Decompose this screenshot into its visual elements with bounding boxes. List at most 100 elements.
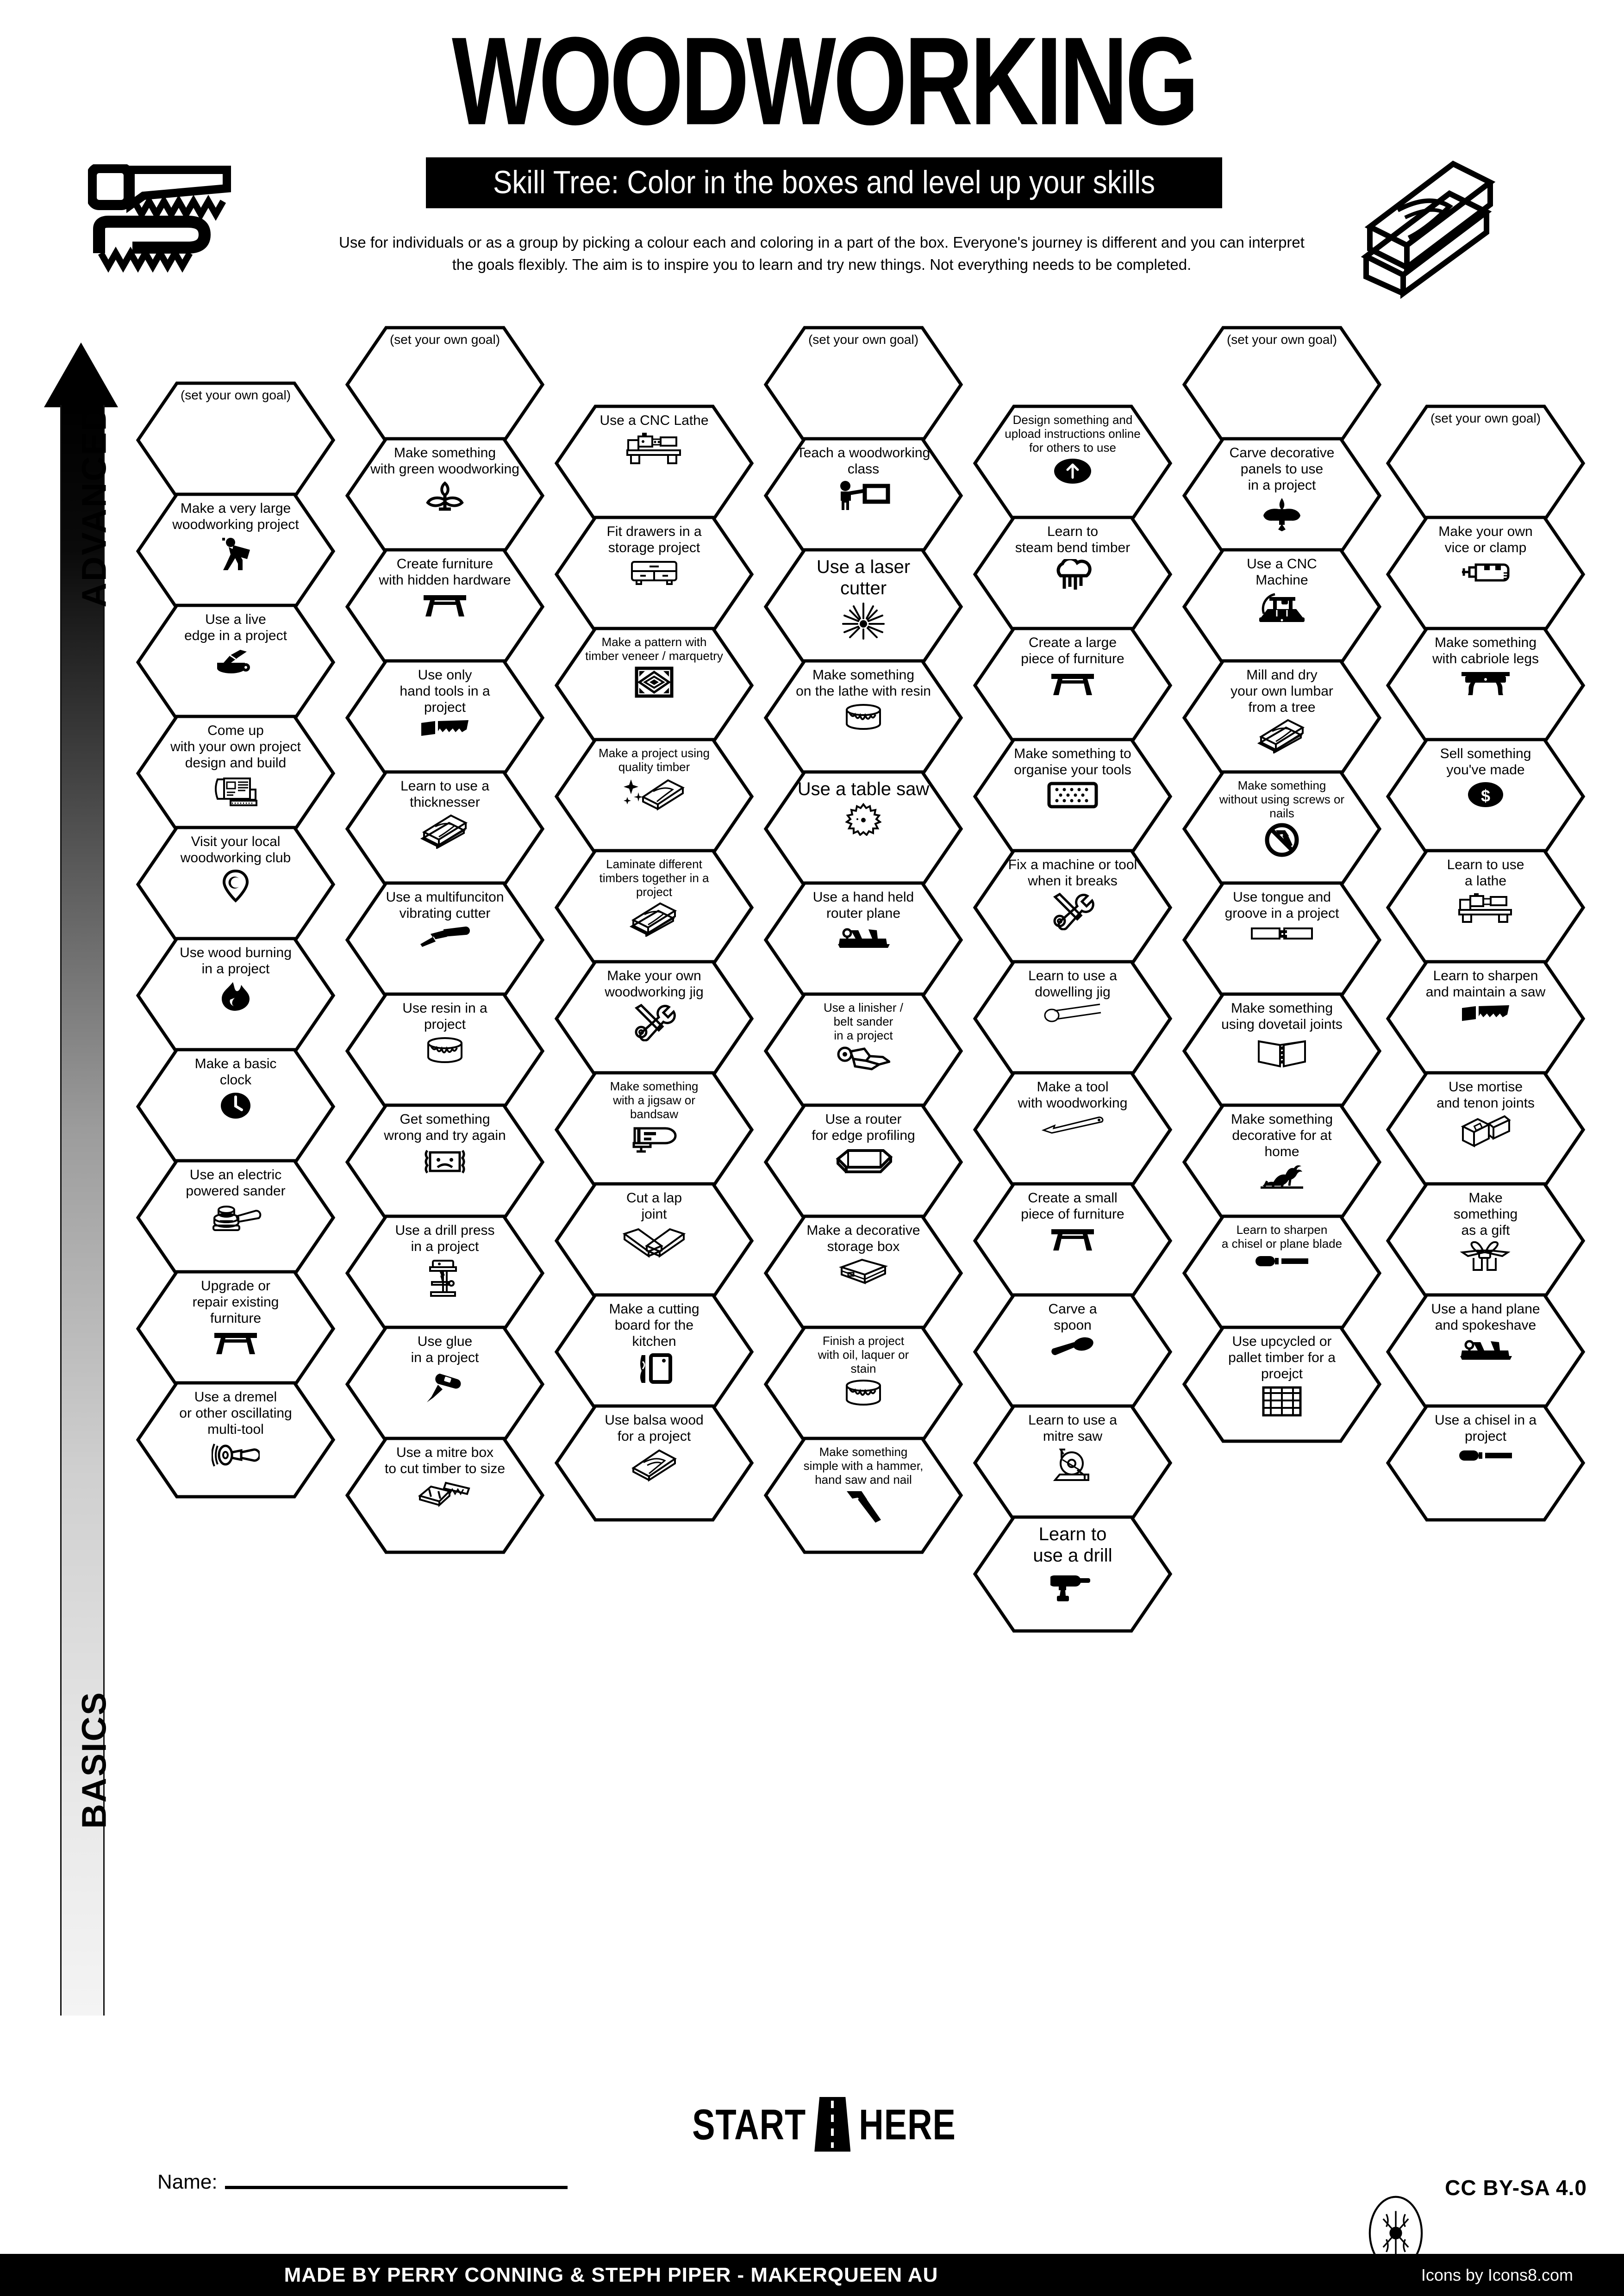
hex-outline	[971, 1513, 1174, 1635]
skill-hex[interactable]: Make a decorative storage box	[762, 1213, 965, 1334]
skill-hex[interactable]: Use a drill press in a project	[344, 1213, 546, 1334]
skill-hex[interactable]: Make a tool with woodworking	[971, 1069, 1174, 1190]
skill-hex[interactable]: Make something without using screws or nai…	[1181, 768, 1383, 890]
skill-hex[interactable]: Make your own woodworking jig	[553, 958, 756, 1079]
skill-hex[interactable]: Learn to sharpen a chisel or plane blade	[1181, 1213, 1383, 1334]
hex-outline	[1384, 958, 1587, 1079]
skill-hex[interactable]: Get something wrong and try again	[344, 1101, 546, 1223]
skill-hex[interactable]: Use a multifunciton vibrating cutter	[344, 879, 546, 1001]
skill-hex[interactable]: Visit your local woodworking club	[134, 824, 337, 945]
skill-hex[interactable]: Use an electric powered sander	[134, 1157, 337, 1278]
skill-hex[interactable]: Fit drawers in a storage project	[553, 514, 756, 635]
skill-hex[interactable]: Use a CNC Lathe	[553, 403, 756, 524]
skill-hex[interactable]: Use a router for edge profiling	[762, 1101, 965, 1223]
hex-outline	[762, 1213, 965, 1334]
skill-hex[interactable]: Learn to use a drill	[971, 1513, 1174, 1635]
skill-hex[interactable]: Use upcycled or pallet timber for a proejc…	[1181, 1324, 1383, 1445]
skill-hex[interactable]: Use a mitre box to cut timber to size	[344, 1435, 546, 1556]
skill-hex[interactable]: Use tongue and groove in a project	[1181, 879, 1383, 1001]
skill-hex[interactable]: Use a hand plane and spokeshave	[1384, 1291, 1587, 1412]
page-title: WOODWORKING	[452, 11, 1199, 151]
hex-outline	[553, 625, 756, 746]
skill-hex[interactable]: (set your own goal)	[762, 324, 965, 445]
skill-hex[interactable]: Create a small piece of furniture	[971, 1180, 1174, 1301]
skill-hex[interactable]: Use glue in a project	[344, 1324, 546, 1445]
skill-hex[interactable]: Learn to steam bend timber	[971, 514, 1174, 635]
skill-hex[interactable]: Use a table saw	[762, 768, 965, 890]
skill-hex[interactable]: Learn to use a lathe	[1384, 847, 1587, 968]
hex-outline	[1181, 1213, 1383, 1334]
skill-hex[interactable]: Cut a lap joint	[553, 1180, 756, 1301]
subtitle-banner: Skill Tree: Color in the boxes and level…	[426, 157, 1222, 208]
skill-hex[interactable]: Use a hand held router plane	[762, 879, 965, 1001]
timber-stack-decoration-icon	[1349, 153, 1502, 303]
start-here-marker: START HERE	[662, 2097, 986, 2152]
skill-hex[interactable]: Make something to organise your tools	[971, 736, 1174, 857]
skill-hex[interactable]: Design something and upload instructions …	[971, 403, 1174, 524]
skill-hex[interactable]: Make something as a gift	[1384, 1180, 1587, 1301]
hex-outline	[134, 935, 337, 1056]
skill-hex[interactable]: Carve decorative panels to use in a projec…	[1181, 435, 1383, 556]
skill-hex[interactable]: Make something with green woodworking	[344, 435, 546, 556]
skill-hex[interactable]: Use balsa wood for a project	[553, 1402, 756, 1524]
hex-outline	[553, 958, 756, 1079]
hex-outline	[1384, 625, 1587, 746]
skill-hex[interactable]: Upgrade or repair existing furniture	[134, 1268, 337, 1389]
skill-hex[interactable]: (set your own goal)	[134, 380, 337, 501]
skill-hex[interactable]: Learn to use a thicknesser	[344, 768, 546, 890]
skill-hex[interactable]: Use a linisher / belt sander in a project	[762, 990, 965, 1112]
skill-hex[interactable]: Use resin in a project	[344, 990, 546, 1112]
hex-outline	[1181, 546, 1383, 667]
skill-hex[interactable]: Make your own vice or clamp	[1384, 514, 1587, 635]
skill-hex[interactable]: Teach a woodworking class	[762, 435, 965, 556]
name-label: Name:	[157, 2171, 218, 2193]
hex-outline	[762, 879, 965, 1001]
skill-hex[interactable]: Make a cutting board for the kitchen	[553, 1291, 756, 1412]
hex-outline	[344, 990, 546, 1112]
skill-hex[interactable]: (set your own goal)	[1384, 403, 1587, 524]
skill-hex[interactable]: Sell something you've made $	[1384, 736, 1587, 857]
skill-hex[interactable]: Finish a project with oil, laquer or stain	[762, 1324, 965, 1445]
skill-hex[interactable]: Make something simple with a hammer, hand …	[762, 1435, 965, 1556]
skill-hex[interactable]: Learn to sharpen and maintain a saw	[1384, 958, 1587, 1079]
skill-hex[interactable]: Make something with a jigsaw or bandsaw	[553, 1069, 756, 1190]
skill-hex[interactable]: Make a project using quality timber	[553, 736, 756, 857]
hex-outline	[1181, 435, 1383, 556]
hex-outline	[134, 602, 337, 723]
skill-hex[interactable]: Make a very large woodworking project	[134, 491, 337, 612]
skill-hex[interactable]: Fix a machine or tool when it breaks	[971, 847, 1174, 968]
skill-hex[interactable]: Make something decorative for at home	[1181, 1101, 1383, 1223]
skill-hex[interactable]: Learn to use a dowelling jig	[971, 958, 1174, 1079]
hex-outline	[134, 1157, 337, 1278]
skill-hex[interactable]: (set your own goal)	[344, 324, 546, 445]
skill-hex[interactable]: Make something using dovetail joints	[1181, 990, 1383, 1112]
skill-hex[interactable]: Create furniture with hidden hardware	[344, 546, 546, 667]
skill-hex[interactable]: Learn to use a mitre saw	[971, 1402, 1174, 1524]
skill-hex[interactable]: Use a CNC Machine	[1181, 546, 1383, 667]
skill-hex[interactable]: Come up with your own project design and b…	[134, 713, 337, 834]
skill-hex[interactable]: Make something on the lathe with resin	[762, 657, 965, 778]
skill-hex[interactable]: Make something with cabriole legs	[1384, 625, 1587, 746]
hex-outline	[553, 1069, 756, 1190]
skill-hex[interactable]: Create a large piece of furniture	[971, 625, 1174, 746]
name-input-line[interactable]	[225, 2186, 568, 2189]
skill-hex[interactable]: Mill and dry your own lumbar from a tree	[1181, 657, 1383, 778]
name-field[interactable]: Name:	[157, 2171, 568, 2194]
skill-hex[interactable]: Use wood burning in a project	[134, 935, 337, 1056]
hex-outline	[762, 435, 965, 556]
skill-hex[interactable]: Make a basic clock	[134, 1046, 337, 1167]
skill-hex[interactable]: Make a pattern with timber veneer / marqu…	[553, 625, 756, 746]
skill-hex[interactable]: Use a chisel in a project	[1384, 1402, 1587, 1524]
skill-hex[interactable]: Carve a spoon	[971, 1291, 1174, 1412]
skill-hex[interactable]: Use a dremel or other oscillating multi-to…	[134, 1379, 337, 1500]
hex-outline	[344, 768, 546, 890]
hex-outline	[1384, 1180, 1587, 1301]
skill-hex[interactable]: Use mortise and tenon joints	[1384, 1069, 1587, 1190]
skill-hex[interactable]: Use a live edge in a project	[134, 602, 337, 723]
skill-hex[interactable]: Use a laser cutter	[762, 546, 965, 667]
skill-hex[interactable]: Use only hand tools in a project	[344, 657, 546, 778]
hex-outline	[762, 1101, 965, 1223]
skill-hex[interactable]: (set your own goal)	[1181, 324, 1383, 445]
